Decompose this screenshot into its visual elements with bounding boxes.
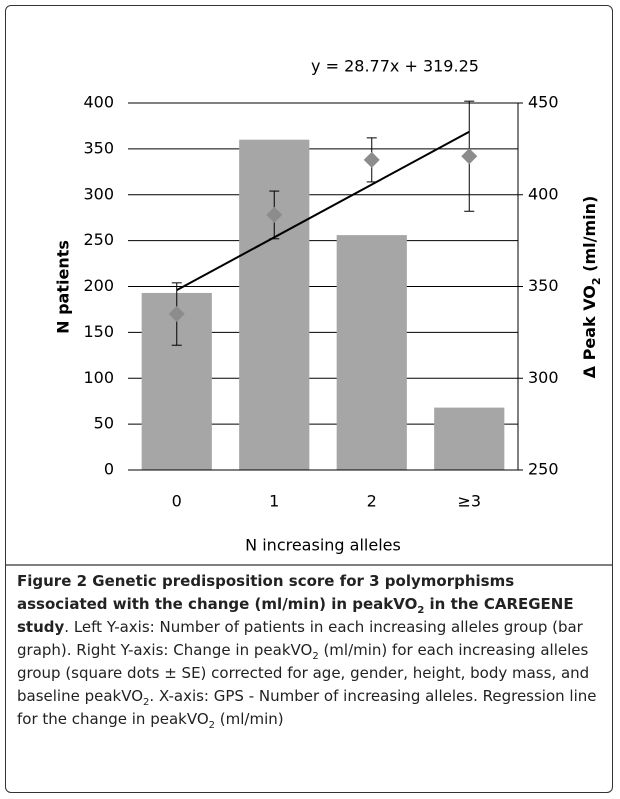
y-tick-label: 350 — [83, 138, 114, 157]
caption-run: 2 — [312, 651, 319, 662]
y2-label-part: Δ Peak VO — [580, 285, 599, 378]
y-tick-label: 400 — [83, 93, 114, 112]
caption-run: (ml/min) — [215, 710, 284, 728]
y-tick-label: 50 — [94, 414, 114, 433]
y-tick-label: 300 — [83, 184, 114, 203]
caption-run: in the CAREGENE study — [17, 595, 574, 636]
diamond — [461, 148, 478, 165]
y-tick-label: 100 — [83, 368, 114, 387]
figure-frame — [5, 5, 613, 793]
caption-run: 2 — [143, 697, 150, 708]
x-tick-label: 0 — [172, 492, 182, 511]
diamond — [266, 206, 283, 223]
x-tick-label: 1 — [269, 492, 279, 511]
y2-axis-label: Δ Peak VO2 (ml/min) — [580, 196, 603, 379]
y2-tick-label: 300 — [528, 368, 559, 387]
trendline — [176, 130, 470, 292]
x-axis-label: N increasing alleles — [245, 536, 401, 555]
caption-run: . Left Y-axis: Number of patients in eac… — [17, 618, 583, 659]
equation: y = 28.77x + 319.25 — [311, 57, 479, 76]
y2-tick-label: 250 — [528, 460, 559, 479]
y2-label-part: 2 — [590, 277, 603, 285]
y-axis-label: N patients — [54, 240, 73, 334]
caption-run: 2 — [417, 605, 425, 616]
caption-run: 2 — [208, 720, 215, 731]
x-tick-label: 2 — [367, 492, 377, 511]
bar — [336, 235, 407, 470]
caption-run: . X-axis: GPS - Number of increasing all… — [17, 687, 597, 728]
diamond — [168, 306, 185, 323]
y2-label-part: (ml/min) — [580, 196, 599, 278]
caption-run: Figure 2 Genetic predisposition score fo… — [17, 572, 515, 613]
y-tick-label: 0 — [104, 460, 114, 479]
chart: y = 28.77x + 319.25 N increasing alleles… — [6, 57, 613, 566]
y-tick-label: 200 — [83, 276, 114, 295]
x-tick-label: ≥3 — [457, 492, 481, 511]
caption: Figure 2 Genetic predisposition score fo… — [17, 570, 609, 731]
caption-run: (ml/min) for each increasing alleles gro… — [17, 641, 590, 705]
diamond — [363, 151, 380, 168]
bar — [239, 139, 310, 470]
y-tick-label: 250 — [83, 230, 114, 249]
y2-tick-label: 350 — [528, 276, 559, 295]
y-tick-label: 150 — [83, 322, 114, 341]
y2-tick-label: 400 — [528, 184, 559, 203]
y2-tick-label: 450 — [528, 93, 559, 112]
bar — [434, 407, 505, 470]
